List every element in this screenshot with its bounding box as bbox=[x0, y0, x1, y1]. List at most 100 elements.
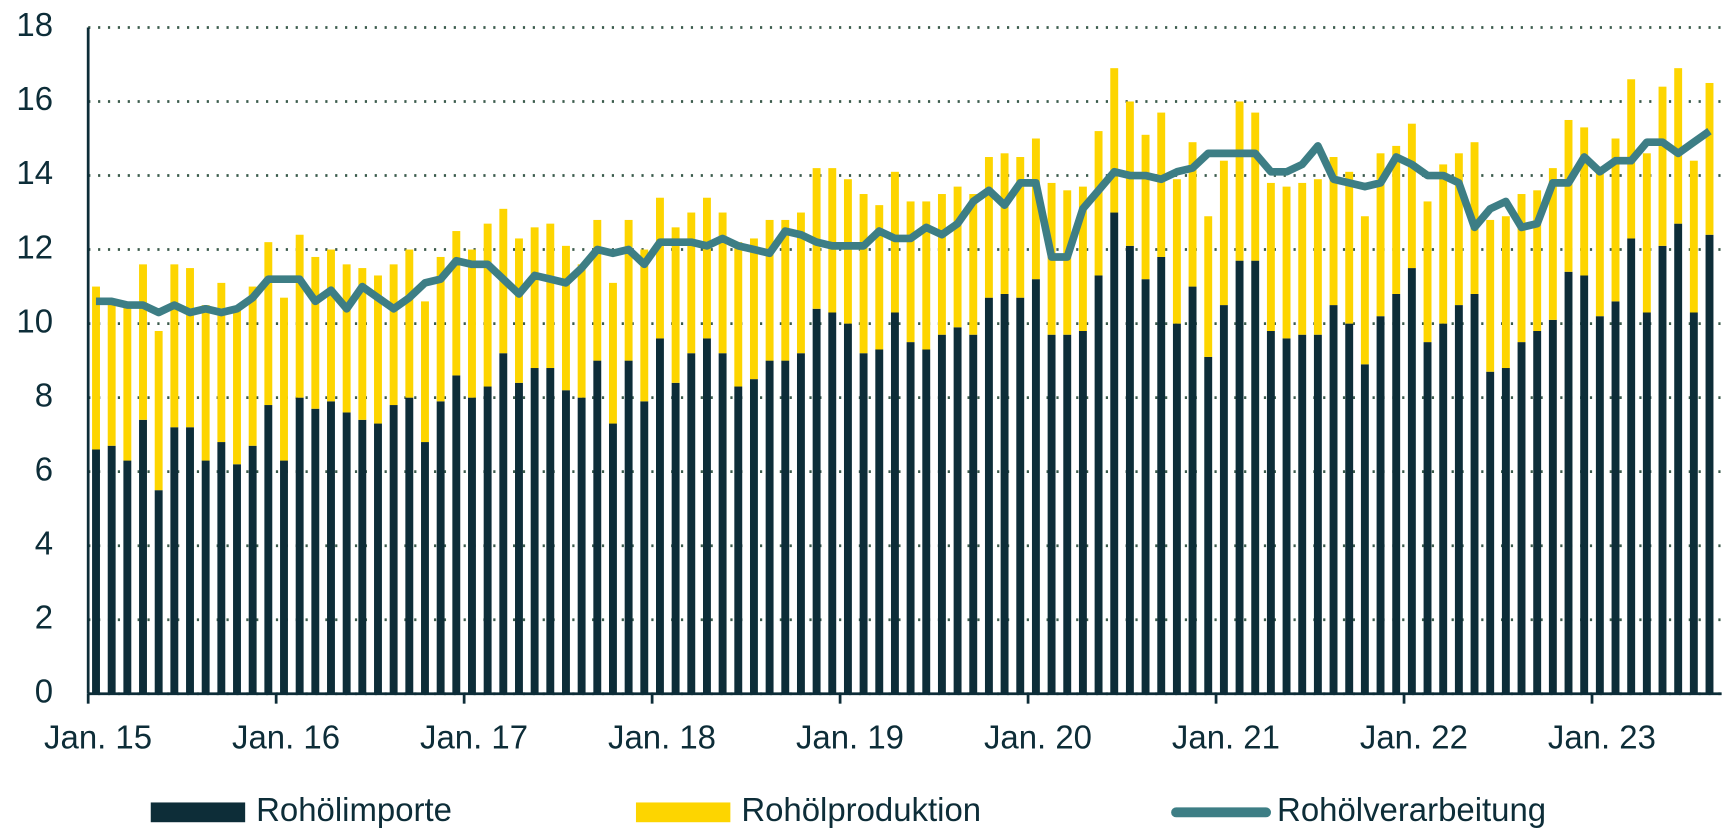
bar bbox=[1533, 190, 1542, 331]
bar bbox=[421, 442, 429, 694]
bar bbox=[1392, 145, 1401, 294]
bar bbox=[1642, 153, 1651, 313]
bar bbox=[984, 157, 993, 298]
bar bbox=[718, 212, 727, 354]
bar bbox=[1548, 168, 1557, 320]
bar bbox=[1063, 190, 1072, 335]
bar bbox=[1031, 138, 1040, 280]
bar bbox=[1204, 216, 1213, 357]
bar bbox=[452, 375, 461, 694]
bar bbox=[342, 412, 351, 694]
bar bbox=[655, 338, 664, 694]
bar bbox=[452, 231, 461, 376]
bar bbox=[170, 264, 179, 428]
bar bbox=[1282, 186, 1291, 339]
bar bbox=[92, 286, 100, 450]
bar bbox=[765, 360, 774, 694]
bar bbox=[123, 305, 132, 461]
x-tick-label: Jan. 17 bbox=[420, 719, 528, 756]
bar bbox=[1219, 160, 1228, 306]
bar bbox=[859, 194, 868, 354]
bar bbox=[577, 397, 586, 694]
bar bbox=[248, 286, 257, 446]
bar bbox=[671, 227, 680, 383]
bar bbox=[859, 353, 868, 694]
bar bbox=[1125, 245, 1134, 694]
bar bbox=[1110, 212, 1119, 694]
bar bbox=[436, 401, 445, 694]
bar bbox=[123, 460, 132, 694]
bar bbox=[624, 219, 633, 361]
bar bbox=[1235, 101, 1244, 261]
bar bbox=[311, 256, 320, 409]
bar bbox=[92, 449, 100, 694]
bar bbox=[1000, 153, 1009, 294]
bar bbox=[640, 249, 649, 402]
x-tick-label: Jan. 21 bbox=[1172, 719, 1280, 756]
bar bbox=[374, 275, 382, 424]
legend-swatch bbox=[635, 802, 731, 823]
bar bbox=[1266, 182, 1275, 331]
bar bbox=[154, 330, 163, 491]
bar bbox=[342, 264, 351, 413]
bar bbox=[499, 353, 508, 694]
bar bbox=[139, 419, 147, 694]
bar bbox=[1172, 323, 1181, 694]
bar bbox=[1266, 330, 1275, 694]
bar bbox=[1360, 216, 1369, 365]
bar bbox=[358, 419, 367, 694]
bar bbox=[1298, 334, 1307, 694]
bar bbox=[781, 360, 790, 694]
bar bbox=[186, 427, 194, 694]
bar bbox=[1157, 112, 1166, 257]
bar bbox=[483, 386, 492, 694]
bar bbox=[154, 490, 163, 694]
bar bbox=[1188, 286, 1197, 694]
bar bbox=[718, 353, 727, 694]
x-tick-label: Jan. 15 bbox=[44, 719, 152, 756]
bar bbox=[1533, 330, 1542, 694]
bar bbox=[107, 301, 116, 446]
bar bbox=[280, 297, 288, 461]
bar bbox=[530, 227, 539, 369]
bar bbox=[1454, 305, 1463, 694]
bar bbox=[468, 249, 476, 398]
bar bbox=[217, 442, 226, 694]
bar bbox=[107, 445, 116, 694]
bar bbox=[969, 334, 978, 694]
bar bbox=[1141, 134, 1150, 280]
bar bbox=[436, 256, 445, 402]
bar bbox=[1705, 82, 1714, 235]
bar bbox=[1486, 219, 1495, 372]
bar bbox=[843, 323, 852, 694]
bar bbox=[1376, 316, 1385, 694]
y-tick-label: 14 bbox=[16, 154, 53, 191]
bar bbox=[1658, 245, 1667, 694]
bar bbox=[1595, 316, 1604, 694]
bar bbox=[1313, 179, 1322, 335]
bar bbox=[186, 268, 194, 428]
bar bbox=[1486, 371, 1495, 694]
bar bbox=[1329, 157, 1338, 306]
bar bbox=[1298, 182, 1307, 335]
bar bbox=[389, 264, 398, 406]
bar bbox=[937, 194, 946, 335]
x-tick-label: Jan. 23 bbox=[1548, 719, 1656, 756]
bar bbox=[734, 386, 743, 694]
bar bbox=[828, 168, 837, 313]
bar bbox=[468, 397, 476, 694]
bar bbox=[546, 368, 555, 694]
bar bbox=[1345, 323, 1354, 694]
bar bbox=[233, 464, 241, 694]
bar bbox=[1110, 68, 1119, 213]
bar bbox=[295, 234, 304, 398]
bar bbox=[984, 297, 993, 694]
bar bbox=[217, 282, 226, 443]
bar bbox=[139, 264, 147, 420]
bar bbox=[515, 382, 523, 694]
bar bbox=[1689, 312, 1698, 694]
bar bbox=[233, 308, 241, 465]
bar bbox=[1517, 342, 1526, 694]
bar bbox=[906, 201, 915, 343]
